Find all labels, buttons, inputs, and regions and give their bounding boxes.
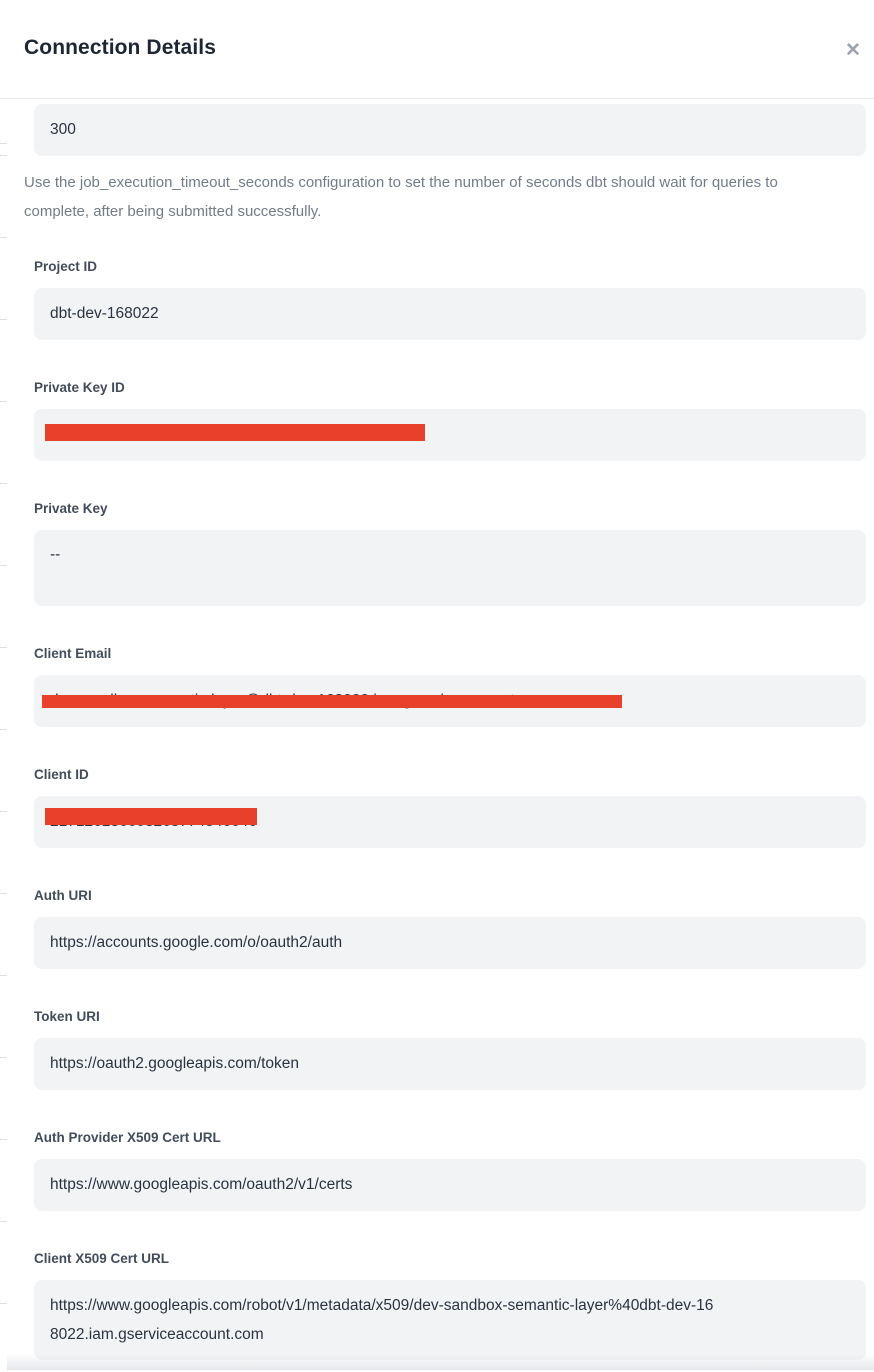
auth-uri-field[interactable]: https://accounts.google.com/o/oauth2/aut… — [34, 917, 866, 969]
token-uri-label: Token URI — [34, 1009, 100, 1024]
token-uri-value: https://oauth2.googleapis.com/token — [50, 1055, 300, 1072]
client-email-section: Client Email dev-sandbox-semantic-layer@… — [34, 646, 866, 727]
client-id-field[interactable]: 217126136603263774846646 — [34, 796, 866, 848]
auth-uri-section: Auth URI https://accounts.google.com/o/o… — [34, 888, 866, 969]
private-key-field[interactable]: -- — [34, 530, 866, 606]
background-page-edge — [0, 130, 7, 1372]
modal-body: 300 Use the job_execution_timeout_second… — [24, 100, 866, 1360]
private-key-id-field[interactable] — [34, 409, 866, 461]
client-id-label: Client ID — [34, 767, 89, 782]
modal-title: Connection Details — [24, 36, 216, 59]
client-x509-cert-url-value: https://www.googleapis.com/robot/v1/meta… — [50, 1297, 714, 1343]
project-id-section: Project ID dbt-dev-168022 — [34, 259, 866, 340]
token-uri-section: Token URI https://oauth2.googleapis.com/… — [34, 1009, 866, 1090]
token-uri-field[interactable]: https://oauth2.googleapis.com/token — [34, 1038, 866, 1090]
private-key-section: Private Key -- — [34, 501, 866, 606]
client-x509-cert-url-section: Client X509 Cert URL https://www.googlea… — [34, 1251, 866, 1360]
project-id-label: Project ID — [34, 259, 98, 274]
job-execution-timeout-seconds-value: 300 — [50, 121, 76, 138]
auth-uri-label: Auth URI — [34, 888, 92, 903]
modal-footer-divider — [7, 1354, 874, 1370]
redaction-bar — [42, 695, 622, 708]
private-key-label: Private Key — [34, 501, 108, 516]
auth-provider-x509-cert-url-field[interactable]: https://www.googleapis.com/oauth2/v1/cer… — [34, 1159, 866, 1211]
private-key-value: -- — [50, 546, 61, 563]
modal-header: Connection Details ✕ — [0, 0, 874, 99]
client-id-section: Client ID 217126136603263774846646 — [34, 767, 866, 848]
close-icon[interactable]: ✕ — [840, 38, 866, 64]
job-execution-timeout-seconds-field[interactable]: 300 — [34, 104, 866, 156]
redaction-bar — [45, 424, 425, 441]
project-id-field[interactable]: dbt-dev-168022 — [34, 288, 866, 340]
client-x509-cert-url-label: Client X509 Cert URL — [34, 1251, 170, 1266]
client-email-field[interactable]: dev-sandbox-semantic-layer@dbt-dev-16802… — [34, 675, 866, 727]
job-execution-timeout-help-text: Use the job_execution_timeout_seconds co… — [24, 174, 778, 220]
auth-uri-value: https://accounts.google.com/o/oauth2/aut… — [50, 934, 343, 951]
project-id-value: dbt-dev-168022 — [50, 305, 159, 322]
private-key-id-section: Private Key ID — [34, 380, 866, 461]
client-x509-cert-url-field[interactable]: https://www.googleapis.com/robot/v1/meta… — [34, 1280, 866, 1360]
auth-provider-x509-cert-url-label: Auth Provider X509 Cert URL — [34, 1130, 221, 1145]
client-email-label: Client Email — [34, 646, 112, 661]
private-key-id-label: Private Key ID — [34, 380, 125, 395]
auth-provider-x509-cert-url-value: https://www.googleapis.com/oauth2/v1/cer… — [50, 1176, 353, 1193]
redaction-bar — [45, 808, 257, 825]
auth-provider-x509-cert-url-section: Auth Provider X509 Cert URL https://www.… — [34, 1130, 866, 1211]
